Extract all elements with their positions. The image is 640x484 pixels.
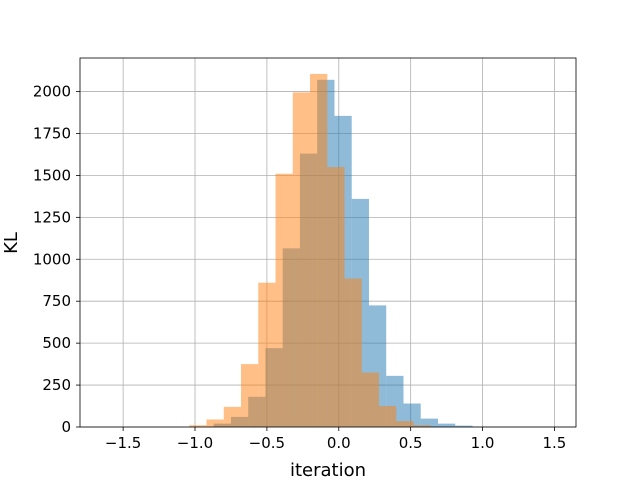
histogram-bar-series-2 [310, 74, 327, 427]
histogram-bar-series-2 [276, 174, 293, 427]
histogram-bars [189, 74, 489, 427]
histogram-bar-series-2 [362, 372, 379, 427]
x-tick-label: 0.5 [399, 434, 423, 452]
histogram-bar-series-1 [438, 424, 455, 427]
y-tick-label: 1500 [33, 166, 71, 184]
histogram-bar-series-2 [241, 364, 258, 427]
histogram-bar-series-2 [327, 167, 344, 427]
y-tick-label: 1250 [33, 208, 71, 226]
x-tick-label: 1.5 [543, 434, 567, 452]
histogram-bar-series-2 [224, 407, 241, 427]
x-axis-label: iteration [290, 460, 366, 480]
y-tick-label: 0 [61, 418, 71, 436]
y-tick-label: 250 [42, 376, 71, 394]
x-tick-label: 1.0 [471, 434, 495, 452]
y-axis-label: KL [1, 232, 22, 254]
histogram-bar-series-2 [345, 279, 362, 427]
x-tick-label: −1.5 [105, 434, 141, 452]
x-tick-label: −1.0 [177, 434, 213, 452]
y-tick-label: 750 [42, 292, 71, 310]
y-tick-label: 500 [42, 334, 71, 352]
histogram-bar-series-2 [379, 406, 396, 427]
y-tick-label: 2000 [33, 83, 71, 101]
y-tick-label: 1750 [33, 124, 71, 142]
histogram-bar-series-2 [207, 419, 224, 427]
histogram-bar-series-2 [396, 421, 413, 427]
x-tick-label: −0.5 [249, 434, 285, 452]
histogram-bar-series-2 [258, 283, 275, 427]
y-tick-label: 1000 [33, 250, 71, 268]
x-tick-label: 0.0 [327, 434, 351, 452]
histogram-bar-series-2 [293, 92, 310, 427]
